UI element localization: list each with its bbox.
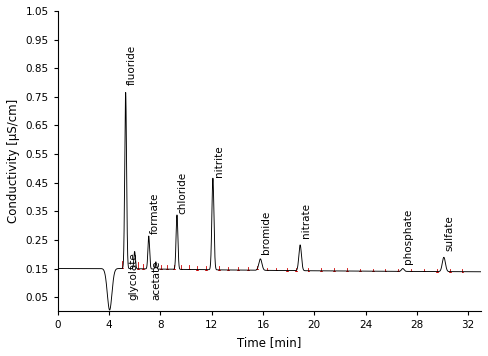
Text: phosphate: phosphate bbox=[404, 209, 413, 264]
Text: formate: formate bbox=[149, 193, 160, 234]
Text: nitrite: nitrite bbox=[214, 145, 224, 177]
X-axis label: Time [min]: Time [min] bbox=[237, 336, 302, 349]
Text: nitrate: nitrate bbox=[301, 204, 311, 239]
Text: acetate: acetate bbox=[151, 261, 162, 300]
Text: chloride: chloride bbox=[178, 172, 187, 214]
Text: bromide: bromide bbox=[261, 211, 271, 254]
Text: fluoride: fluoride bbox=[127, 45, 137, 85]
Y-axis label: Conductivity [µS/cm]: Conductivity [µS/cm] bbox=[7, 99, 20, 223]
Text: glycolate: glycolate bbox=[129, 252, 139, 300]
Text: sulfate: sulfate bbox=[445, 216, 454, 251]
